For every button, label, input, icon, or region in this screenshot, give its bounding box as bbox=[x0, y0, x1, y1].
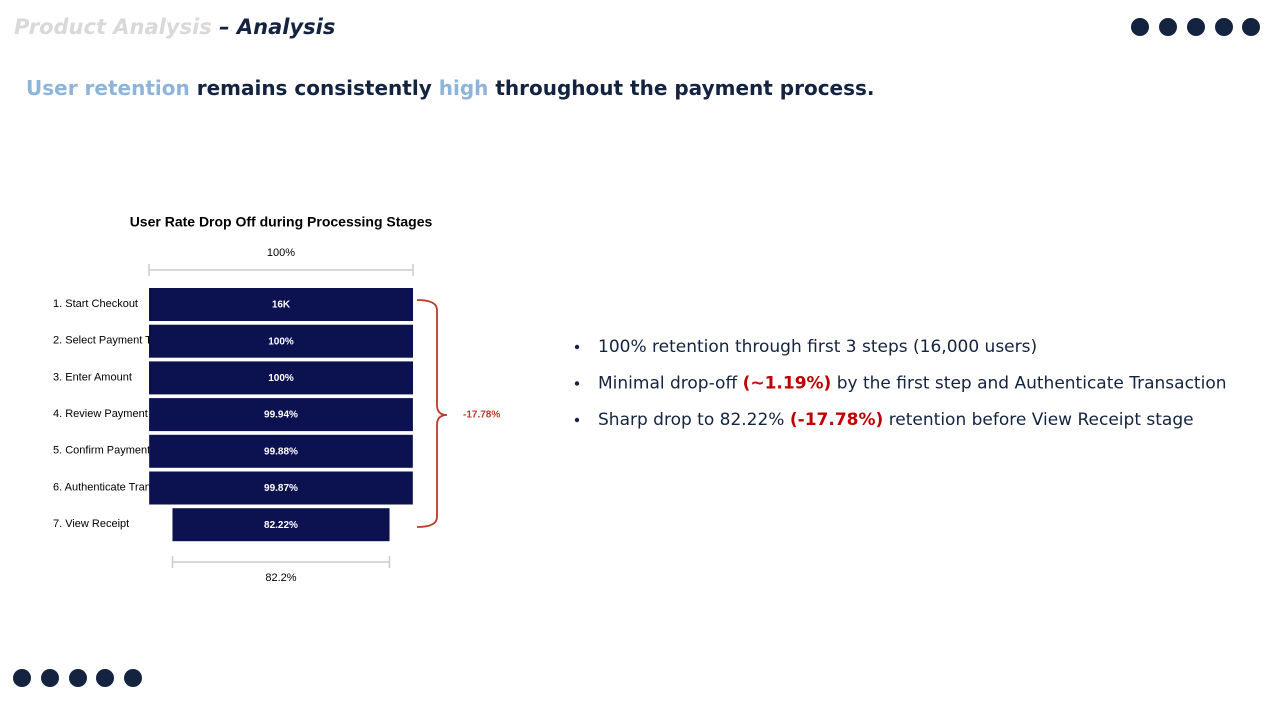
text-segment: Sharp drop to 82.22% bbox=[598, 410, 784, 430]
measure-line bbox=[148, 264, 414, 276]
text-segment: remains consistently bbox=[197, 76, 432, 100]
text-segment: Product Analysis bbox=[14, 15, 212, 39]
funnel-bar bbox=[149, 398, 413, 432]
value-label: 100% bbox=[268, 336, 294, 347]
funnel-bar bbox=[149, 324, 413, 358]
value-label: 99.87% bbox=[264, 483, 298, 494]
category-label: 4. Review Payment bbox=[53, 408, 148, 420]
header-title: Product Analysis – Analysis bbox=[14, 15, 335, 39]
value-label: 99.94% bbox=[264, 410, 298, 421]
drop-brace bbox=[416, 299, 448, 528]
text-segment: (-17.78%) bbox=[790, 410, 883, 430]
chart-title: User Rate Drop Off during Processing Sta… bbox=[130, 214, 433, 230]
measure-label: 100% bbox=[267, 247, 295, 259]
bullet-dot bbox=[574, 381, 580, 386]
text-segment: by the first step and Authenticate Trans… bbox=[837, 374, 1227, 394]
text-segment: retention before View Receipt stage bbox=[889, 410, 1194, 430]
measure-bracket bbox=[171, 556, 391, 568]
category-label: 1. Start Checkout bbox=[53, 298, 138, 310]
dots-bottom bbox=[13, 669, 142, 687]
bullet-text: 100% retention through first 3 steps (16… bbox=[598, 337, 1037, 357]
value-label: 82.22% bbox=[264, 520, 298, 531]
value-label: 100% bbox=[268, 373, 294, 384]
category-label: 7. View Receipt bbox=[53, 518, 129, 530]
measure-bracket bbox=[148, 264, 414, 276]
bullet-text: Sharp drop to 82.22% (-17.78%) retention… bbox=[598, 410, 1194, 430]
value-label: 16K bbox=[272, 300, 291, 311]
funnel-bar bbox=[149, 361, 413, 395]
category-label: 2. Select Payment Type bbox=[53, 335, 169, 347]
measure-line bbox=[171, 556, 391, 568]
category-label: 5. Confirm Payment bbox=[53, 445, 150, 457]
text-segment: – Analysis bbox=[219, 15, 335, 39]
text-segment: high bbox=[439, 76, 489, 100]
text-segment: (~1.19%) bbox=[743, 374, 832, 394]
category-label: 3. Enter Amount bbox=[53, 371, 132, 383]
bullet-text: Minimal drop-off (~1.19%) by the first s… bbox=[598, 374, 1227, 394]
text-segment: User retention bbox=[26, 76, 190, 100]
text-segment: 100% retention through first 3 steps (16… bbox=[598, 337, 1037, 357]
funnel-bar bbox=[149, 434, 413, 468]
dots-top bbox=[1131, 18, 1260, 36]
drop-label: -17.78% bbox=[463, 410, 500, 421]
funnel-bar bbox=[172, 508, 390, 542]
bullet-dot bbox=[574, 417, 580, 423]
funnel-bar bbox=[149, 471, 413, 505]
measure-label: 82.2% bbox=[265, 572, 296, 584]
headline: User retention remains consistently high… bbox=[26, 76, 875, 100]
text-segment: Minimal drop-off bbox=[598, 374, 738, 394]
value-label: 99.88% bbox=[264, 446, 298, 457]
funnel-bar bbox=[149, 288, 413, 321]
text-segment: throughout the payment process. bbox=[495, 76, 874, 100]
bullet-dot bbox=[574, 344, 580, 350]
